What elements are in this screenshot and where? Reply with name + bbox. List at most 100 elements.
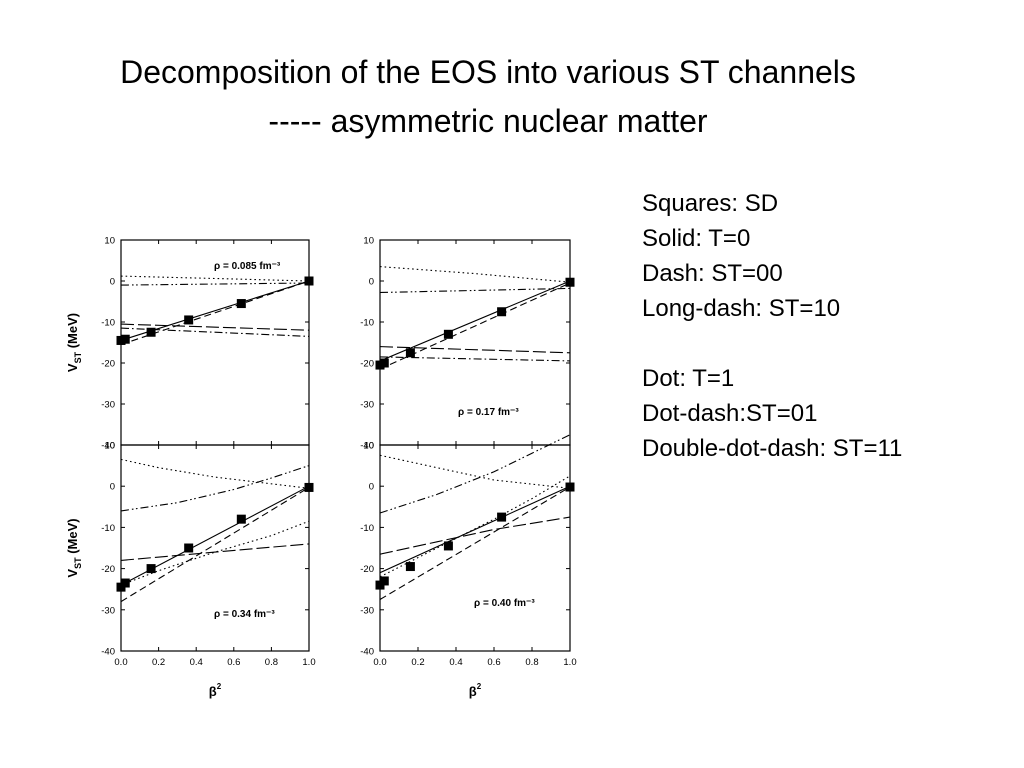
x-axis-label: β2 — [209, 682, 222, 699]
legend-solid: Solid: T=0 — [642, 225, 751, 252]
legend-long-dash: Long-dash: ST=10 — [642, 295, 841, 322]
y-tick-label: 10 — [363, 236, 374, 247]
y-tick-label: -10 — [360, 318, 374, 329]
y-tick-label: 10 — [104, 441, 115, 452]
legend-squares: Squares: SD — [642, 190, 779, 217]
sd-square-point — [565, 277, 575, 287]
sd-square-point — [184, 315, 194, 325]
plot-frame — [120, 444, 310, 652]
y-tick-label: 10 — [104, 236, 115, 247]
series-dot — [120, 275, 310, 282]
y-tick-label: -10 — [360, 523, 374, 534]
legend-dot: Dot: T=1 — [642, 365, 735, 392]
y-tick-label: -30 — [101, 400, 115, 411]
series-dot-dash — [379, 356, 571, 362]
series-long-dash — [120, 543, 310, 561]
series-dot — [120, 458, 310, 489]
x-tick-label: 1.0 — [302, 657, 315, 668]
y-tick-label: -40 — [360, 441, 374, 452]
series-dot — [120, 520, 310, 586]
sd-square-point — [236, 299, 246, 309]
series-dot — [379, 475, 571, 578]
y-tick-label: -40 — [101, 647, 115, 658]
sd-square-point — [304, 482, 314, 492]
legend-box: Squares: SD Solid: T=0 Dash: ST=00 Long-… — [642, 186, 1022, 466]
legend-spacer — [642, 326, 1022, 361]
y-tick-label: 0 — [369, 482, 374, 493]
sd-square-point — [146, 327, 156, 337]
density-annotation: ρ = 0.40 fm⁻³ — [474, 598, 535, 609]
series-long-dash — [120, 323, 310, 331]
x-tick-label: 0.8 — [525, 657, 538, 668]
y-tick-label: 10 — [363, 441, 374, 452]
sd-square-point — [120, 578, 130, 588]
sd-square-point — [120, 334, 130, 344]
y-tick-label: -10 — [101, 523, 115, 534]
panel-top-left: 10 0 -10 -20 -30 -40 ρ = 0.085 fm⁻³ VST (MeV) — [65, 236, 314, 452]
series-dash — [379, 486, 571, 600]
sd-square-point — [497, 512, 507, 522]
series-dash — [120, 486, 310, 603]
legend-dot-dash: Dot-dash:ST=01 — [642, 400, 818, 427]
x-tick-label: 0.4 — [449, 657, 462, 668]
sd-square-point — [443, 329, 453, 339]
y-tick-label: 0 — [369, 277, 374, 288]
sd-square-point — [497, 307, 507, 317]
plot-frame — [379, 444, 571, 652]
slide-title: Decomposition of the EOS into various ST… — [120, 54, 856, 90]
x-tick-label: 1.0 — [563, 657, 576, 668]
y-tick-label: -20 — [360, 359, 374, 370]
y-tick-label: -20 — [101, 564, 115, 575]
y-tick-label: -20 — [101, 359, 115, 370]
sd-square-point — [146, 564, 156, 574]
series-double-dot-dash — [120, 465, 310, 512]
sd-square-point — [405, 348, 415, 358]
sd-square-point — [379, 576, 389, 586]
series-double-dot-dash — [379, 287, 571, 294]
x-tick-label: 0.4 — [190, 657, 203, 668]
y-tick-label: -30 — [360, 605, 374, 616]
y-tick-label: -20 — [360, 564, 374, 575]
density-annotation: ρ = 0.34 fm⁻³ — [214, 609, 275, 620]
series-long-dash — [379, 346, 571, 354]
x-tick-label: 0.8 — [265, 657, 278, 668]
x-tick-label: 0.6 — [487, 657, 500, 668]
series-double-dot-dash — [379, 434, 571, 514]
panel-top-right: 10 0 -10 -20 -30 -40 ρ = 0.17 fm⁻³ — [360, 236, 575, 452]
sd-square-point — [379, 358, 389, 368]
x-tick-label: 0.6 — [227, 657, 240, 668]
slide-subtitle: ----- asymmetric nuclear matter — [268, 103, 708, 139]
y-tick-label: -40 — [360, 647, 374, 658]
sd-square-point — [443, 541, 453, 551]
density-annotation: ρ = 0.085 fm⁻³ — [214, 261, 281, 272]
y-axis-label: VST (MeV) — [65, 518, 83, 577]
series-dot — [379, 266, 571, 283]
x-axis-label: β2 — [469, 682, 482, 699]
x-tick-label: 0.0 — [114, 657, 127, 668]
y-axis-label: VST (MeV) — [65, 313, 83, 372]
x-tick-label: 0.0 — [373, 657, 386, 668]
y-tick-label: -30 — [101, 605, 115, 616]
density-annotation: ρ = 0.17 fm⁻³ — [458, 407, 519, 418]
series-long-dash — [379, 516, 571, 555]
y-tick-label: -40 — [101, 441, 115, 452]
series-double-dot-dash — [120, 282, 310, 286]
x-tick-label: 0.2 — [152, 657, 165, 668]
sd-square-point — [184, 543, 194, 553]
y-tick-label: -30 — [360, 400, 374, 411]
series-solid — [379, 485, 571, 574]
legend-double-dot-dash: Double-dot-dash: ST=11 — [642, 435, 903, 462]
sd-square-point — [236, 514, 246, 524]
panel-bottom-right: 100-10-20-30-400.0 0.2 0.4 0.6 0.8 1.0ρ = 0.4… — [360, 434, 577, 699]
y-tick-label: 0 — [110, 277, 115, 288]
x-tick-label: 0.2 — [411, 657, 424, 668]
legend-dash: Dash: ST=00 — [642, 260, 783, 287]
y-tick-label: -10 — [101, 318, 115, 329]
y-tick-label: 0 — [110, 482, 115, 493]
sd-square-point — [565, 482, 575, 492]
series-dot — [379, 454, 571, 489]
sd-square-point — [405, 562, 415, 572]
panel-bottom-left: 100-10-20-30-400.0 0.2 0.4 0.6 0.8 1.0ρ = 0.3… — [65, 441, 316, 700]
sd-square-point — [304, 276, 314, 286]
